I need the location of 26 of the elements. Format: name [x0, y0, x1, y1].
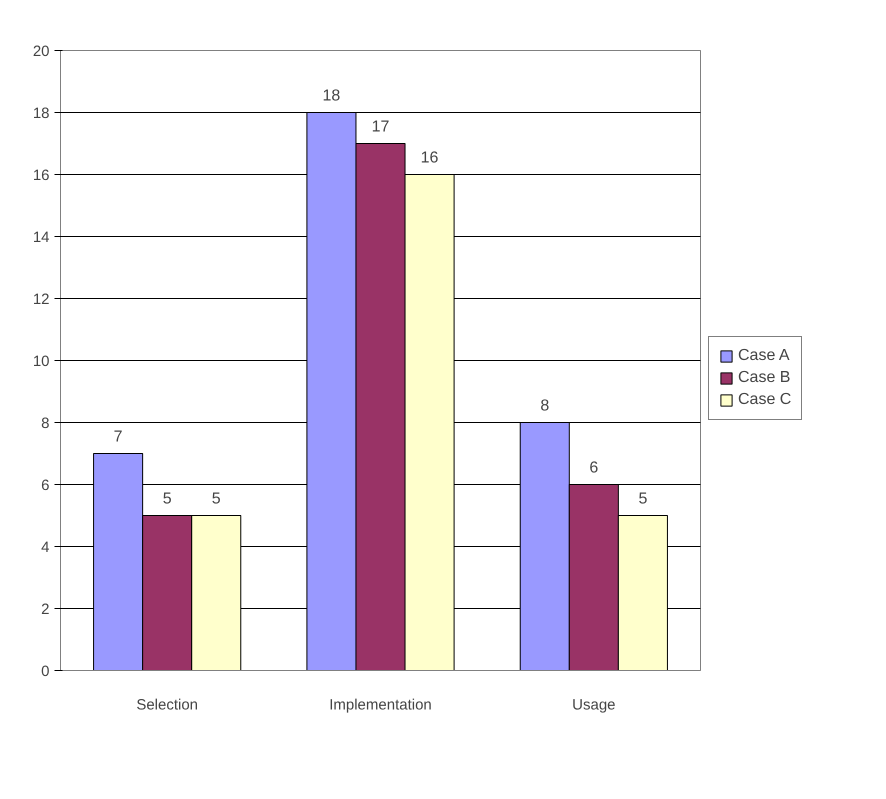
y-tick-label: 8 [41, 415, 50, 432]
y-tick-label: 12 [32, 291, 50, 308]
y-tick-label: 16 [32, 167, 50, 184]
data-label: 5 [212, 490, 221, 508]
x-tick-label: Implementation [329, 696, 432, 714]
data-label: 18 [322, 88, 340, 104]
x-tick-label: Selection [136, 696, 198, 714]
legend-label: Case B [738, 369, 790, 387]
y-tick-label: 2 [41, 601, 50, 618]
legend-label: Case C [738, 391, 792, 409]
legend-label: Case A [738, 347, 790, 365]
y-tick-label: 6 [41, 477, 50, 494]
y-tick-label: 0 [41, 663, 50, 680]
data-label: 8 [540, 398, 550, 414]
y-tick-label: 4 [41, 539, 50, 556]
y-tick-label: 14 [32, 229, 50, 246]
data-label: 7 [114, 428, 123, 446]
data-label: 17 [372, 118, 390, 136]
data-label: 6 [589, 460, 598, 476]
y-tick-label: 18 [32, 105, 50, 122]
y-tick-label: 10 [32, 353, 50, 370]
x-tick-label: Usage [572, 696, 616, 714]
data-label: 16 [420, 150, 439, 166]
data-label: 5 [638, 490, 648, 508]
y-tick-label: 20 [32, 43, 50, 60]
data-label: 5 [162, 490, 172, 508]
